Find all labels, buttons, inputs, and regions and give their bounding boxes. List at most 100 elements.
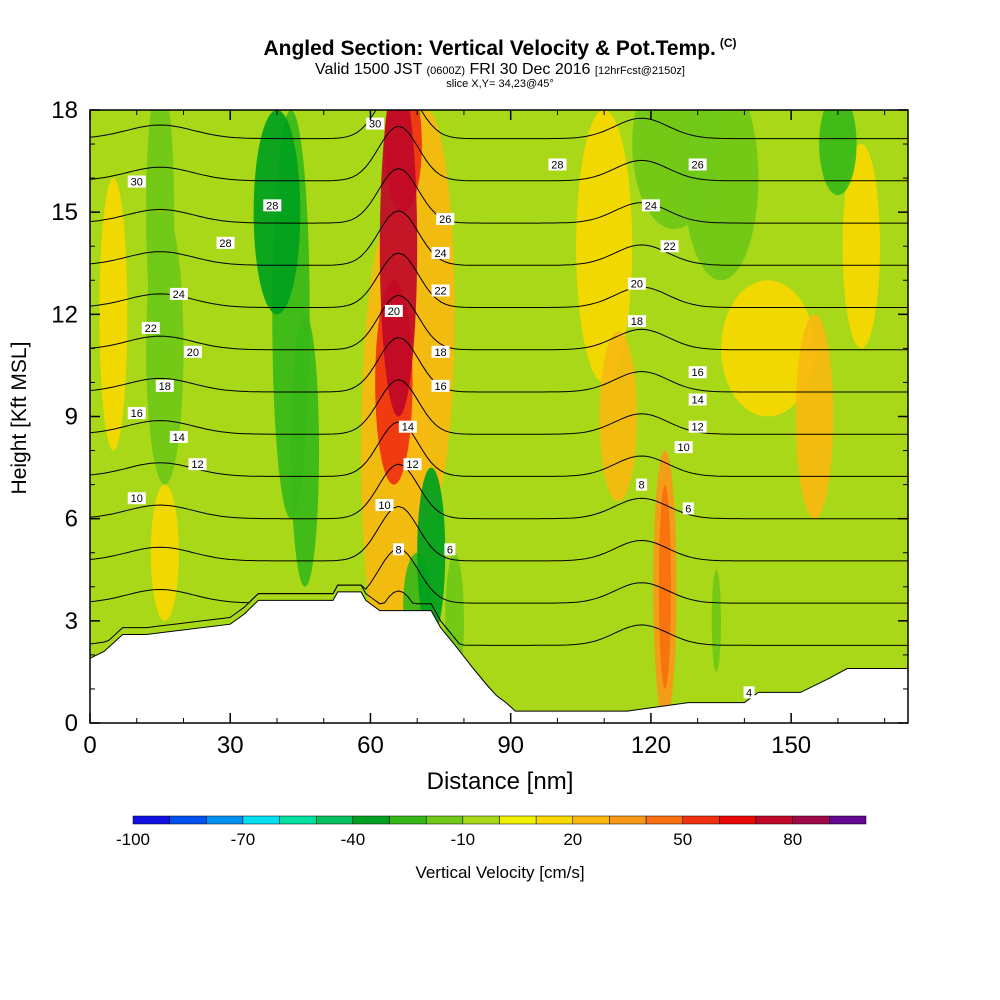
theta-label-bg-20 xyxy=(375,499,394,512)
theta-label-11: 30 xyxy=(369,119,381,131)
colorbar-swatch-16 xyxy=(719,815,757,825)
theta-contour-26 xyxy=(90,125,908,182)
theta-contours xyxy=(90,42,908,646)
theta-label-32: 10 xyxy=(678,442,690,454)
theta-label-bg-19 xyxy=(403,458,422,471)
theta-label-14: 22 xyxy=(434,285,446,297)
theta-label-31: 12 xyxy=(692,422,704,434)
theta-label-bg-3 xyxy=(169,287,188,300)
valid-time: Valid 1500 JST xyxy=(315,61,423,78)
colorbar-swatch-10 xyxy=(499,815,537,825)
colorbar-swatch-6 xyxy=(352,815,390,825)
theta-label-20: 10 xyxy=(378,500,390,512)
theta-label-bg-29 xyxy=(688,366,707,379)
velocity-cell-3 xyxy=(99,178,128,451)
theta-label-15: 20 xyxy=(388,306,400,318)
theta-label-bg-12 xyxy=(436,212,455,225)
x-tick-label-0: 0 xyxy=(83,732,96,759)
chart-title: Angled Section: Vertical Velocity & Pot.… xyxy=(0,36,1000,61)
theta-label-21: 8 xyxy=(395,544,401,556)
theta-contour-30 xyxy=(90,42,908,97)
theta-contour-12 xyxy=(90,421,908,477)
colorbar-label: Vertical Velocity [cm/s] xyxy=(415,863,585,882)
theta-label-bg-32 xyxy=(674,441,693,454)
slice-info: slice X,Y= 34,23@45° xyxy=(446,78,554,90)
velocity-cell-14 xyxy=(711,569,722,672)
colorbar-tick-label-2: -40 xyxy=(341,830,366,849)
theta-label-24: 26 xyxy=(692,159,704,171)
theta-contour-labels: 3028282422201816141210302624222018161412… xyxy=(127,117,755,699)
colorbar-swatch-17 xyxy=(755,815,793,825)
theta-contour-8 xyxy=(90,505,908,562)
colorbar-swatch-7 xyxy=(389,815,427,825)
colorbar-swatch-11 xyxy=(535,815,574,825)
theta-label-bg-27 xyxy=(627,277,646,290)
plot-axes: 0 30 60 90 120 150 0 3 6 9 12 15 18 xyxy=(51,97,909,759)
theta-label-0: 30 xyxy=(131,177,143,189)
theta-contour-18 xyxy=(90,294,908,351)
y-tick-label-1: 3 xyxy=(65,608,78,635)
theta-label-bg-2 xyxy=(216,236,235,249)
theta-label-bg-5 xyxy=(183,345,202,358)
x-tick-label-1: 30 xyxy=(217,732,244,759)
y-tick-label-4: 12 xyxy=(51,301,78,328)
colorbar-tick-label-4: 20 xyxy=(563,830,582,849)
valid-date: FRI 30 Dec 2016 xyxy=(469,61,591,78)
theta-label-29: 16 xyxy=(692,367,704,379)
velocity-cell-12 xyxy=(599,331,637,502)
theta-contour-20 xyxy=(90,252,908,308)
colorbar-swatch-2 xyxy=(206,815,244,825)
field-background xyxy=(90,110,908,723)
colorbar-tick-label-1: -70 xyxy=(231,830,256,849)
theta-label-26: 22 xyxy=(663,241,675,253)
theta-label-10: 10 xyxy=(131,493,143,505)
theta-contour-14 xyxy=(90,379,908,435)
theta-label-bg-6 xyxy=(155,379,174,392)
theta-label-bg-31 xyxy=(688,420,707,433)
theta-label-2: 28 xyxy=(219,238,231,250)
colorbar-swatch-3 xyxy=(242,815,280,825)
terrain-mask xyxy=(90,591,908,723)
colorbar-swatch-0 xyxy=(132,815,170,825)
theta-label-bg-15 xyxy=(384,304,403,317)
velocity-cell-17 xyxy=(819,110,857,196)
theta-label-33: 8 xyxy=(639,480,645,492)
colorbar-swatch-13 xyxy=(609,815,647,825)
theta-label-bg-30 xyxy=(688,393,707,406)
colorbar-swatch-12 xyxy=(572,815,610,825)
y-tick-label-3: 9 xyxy=(65,404,78,431)
colorbar-swatch-4 xyxy=(279,815,317,825)
theta-label-bg-16 xyxy=(431,345,450,358)
x-tick-label-5: 150 xyxy=(771,732,811,759)
theta-label-13: 24 xyxy=(434,248,446,260)
theta-label-25: 24 xyxy=(645,200,657,212)
theta-label-35: 4 xyxy=(746,687,752,699)
theta-label-28: 18 xyxy=(631,316,643,328)
velocity-cell-23 xyxy=(658,484,672,689)
chart-subtitle: Valid 1500 JST (0600Z) FRI 30 Dec 2016 [… xyxy=(0,61,1000,79)
colorbar: -100 -70 -40 -10 20 50 80 xyxy=(116,815,867,849)
theta-label-bg-35 xyxy=(743,686,755,699)
colorbar-tick-label-5: 50 xyxy=(673,830,692,849)
theta-label-bg-18 xyxy=(398,420,417,433)
velocity-cell-13 xyxy=(795,314,834,519)
velocity-cell-26 xyxy=(379,110,418,417)
theta-label-bg-9 xyxy=(188,458,207,471)
y-tick-label-0: 0 xyxy=(65,710,78,737)
theta-label-bg-33 xyxy=(636,478,648,491)
y-tick-label-2: 6 xyxy=(65,506,78,533)
theta-label-bg-24 xyxy=(688,158,707,171)
theta-label-bg-21 xyxy=(393,543,405,556)
y-tick-label-6: 18 xyxy=(51,97,78,124)
colorbar-swatch-15 xyxy=(682,815,720,825)
colorbar-swatch-14 xyxy=(645,815,683,825)
theta-label-5: 20 xyxy=(187,347,199,359)
theta-label-bg-28 xyxy=(627,315,646,328)
colorbar-swatch-19 xyxy=(829,815,867,825)
theta-label-bg-4 xyxy=(141,321,160,334)
x-tick-label-3: 90 xyxy=(497,732,524,759)
theta-label-bg-25 xyxy=(641,199,660,212)
theta-label-bg-1 xyxy=(263,199,282,212)
x-axis-label: Distance [nm] xyxy=(426,768,574,795)
